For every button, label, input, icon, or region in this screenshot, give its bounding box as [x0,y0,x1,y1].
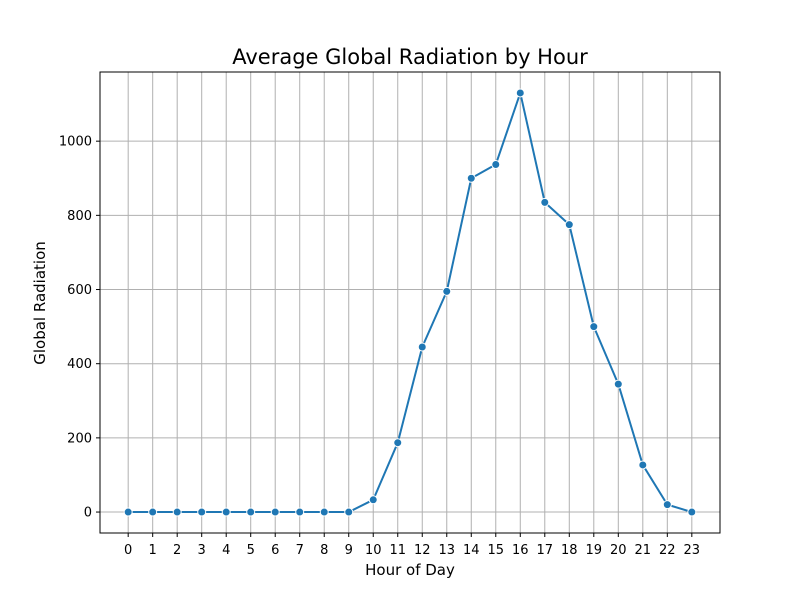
data-point [417,342,427,352]
data-point [197,507,207,517]
grid-layer [100,72,720,533]
data-point [246,507,256,517]
marker-layer [123,88,697,517]
x-tick-label: 3 [198,543,206,558]
chart-title: Average Global Radiation by Hour [232,45,588,69]
x-tick-label: 14 [463,543,480,558]
data-point [540,197,550,207]
y-tick-label: 200 [67,431,92,446]
data-point [295,507,305,517]
x-tick-label: 21 [635,543,652,558]
x-tick-label: 4 [222,543,230,558]
x-tick-label: 12 [414,543,431,558]
data-point [515,88,525,98]
x-tick-label: 15 [487,543,504,558]
data-point [319,507,329,517]
x-tick-label: 9 [345,543,353,558]
data-point [466,173,476,183]
data-point [687,507,697,517]
x-tick-label: 5 [247,543,255,558]
data-point [172,507,182,517]
x-tick-label: 23 [684,543,701,558]
x-tick-label: 19 [586,543,603,558]
y-tick-label: 1000 [59,135,92,150]
data-point [564,220,574,230]
series-line [128,91,693,514]
x-tick-label: 2 [173,543,181,558]
x-tick-label: 20 [610,543,627,558]
data-point [491,160,501,170]
data-point [148,507,158,517]
y-tick-label: 800 [67,209,92,224]
data-point [344,507,354,517]
x-axis-label: Hour of Day [365,561,455,579]
x-tick-label: 13 [438,543,455,558]
y-tick-label: 600 [67,283,92,298]
x-tick-label: 17 [537,543,554,558]
y-tick-label: 400 [67,357,92,372]
y-axis-ticks: 0 200 400 600 800 1000 [59,135,100,521]
data-point [442,286,452,296]
data-point [638,460,648,470]
data-point [393,438,403,448]
x-tick-label: 7 [296,543,304,558]
x-axis-ticks: 0 1 2 3 4 5 6 7 8 9 10 11 12 13 14 15 16 17 18 19 20 21 22 23 [124,533,700,558]
x-tick-label: 10 [365,543,382,558]
x-tick-label: 11 [389,543,406,558]
data-point [221,507,231,517]
data-point [368,495,378,505]
data-point [662,500,672,510]
x-tick-label: 18 [561,543,578,558]
data-point [589,322,599,332]
x-tick-label: 8 [320,543,328,558]
y-tick-label: 0 [84,506,92,521]
data-point [123,507,133,517]
data-point [270,507,280,517]
data-point [613,379,623,389]
x-tick-label: 1 [149,543,157,558]
x-tick-label: 22 [659,543,676,558]
plot-frame [99,71,721,534]
x-tick-label: 0 [124,543,132,558]
x-tick-label: 16 [512,543,529,558]
line-layer [128,91,693,514]
x-tick-label: 6 [271,543,279,558]
y-axis-label: Global Radiation [31,241,49,365]
